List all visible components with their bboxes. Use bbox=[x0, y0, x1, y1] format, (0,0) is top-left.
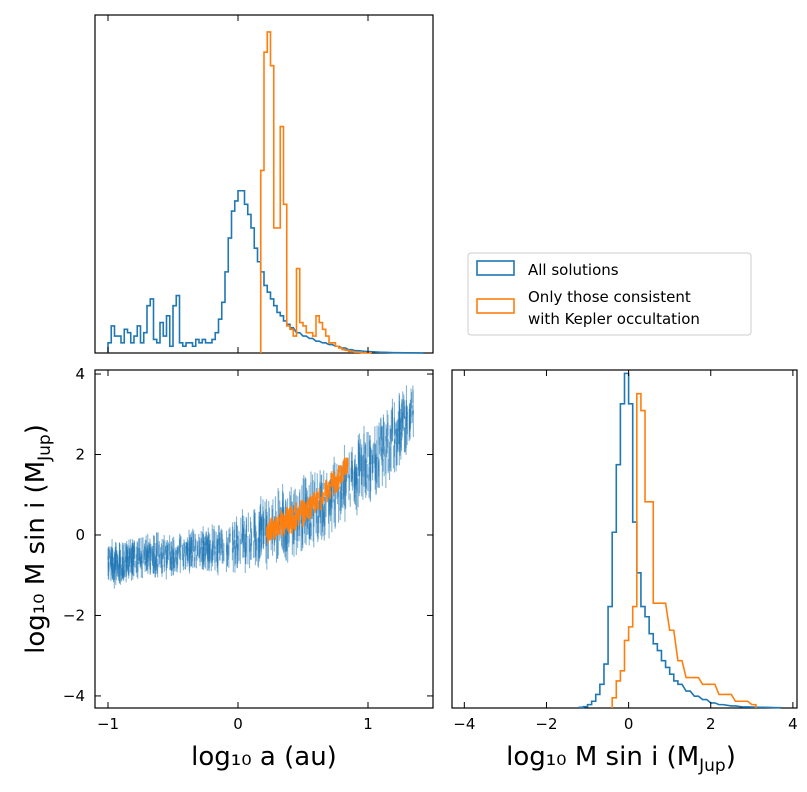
histogram-log-a-all-solutions bbox=[107, 189, 425, 354]
scatter-ticks: −1 0 1 −4 −2 0 2 4 bbox=[63, 365, 433, 733]
legend-kepler-swatch bbox=[476, 298, 515, 314]
legend-frame bbox=[467, 252, 752, 336]
histogram-log-a-panel bbox=[94, 14, 434, 354]
y-tick-label: −2 bbox=[63, 606, 85, 624]
x-tick-label: −1 bbox=[97, 715, 119, 733]
scatter-panel: −1 0 1 −4 −2 0 2 4 log₁₀ a (au) log₁₀ M sin i (… bbox=[21, 365, 434, 772]
legend-all-label: All solutions bbox=[528, 261, 619, 279]
histogram-log-a-frame bbox=[94, 14, 434, 354]
legend-all-swatch bbox=[476, 260, 515, 276]
histogram-msini-all-solutions bbox=[578, 372, 782, 709]
x-tick-label: −2 bbox=[535, 715, 557, 733]
x-axis-label-log-a: log₁₀ a (au) bbox=[191, 742, 337, 772]
histogram-msini-frame bbox=[451, 369, 798, 709]
histogram-log-a-kepler bbox=[259, 31, 373, 354]
histogram-log-a-ticks bbox=[107, 15, 369, 353]
y-tick-label: 4 bbox=[75, 365, 85, 383]
histogram-log-a-series bbox=[107, 31, 425, 354]
x-tick-label: 0 bbox=[624, 715, 634, 733]
x-tick-label: −4 bbox=[453, 715, 475, 733]
scatter-kepler bbox=[265, 457, 349, 544]
y-tick-label: 0 bbox=[75, 526, 85, 544]
legend-kepler-label-line1: Only those consistent bbox=[528, 288, 691, 306]
x-tick-label: 0 bbox=[233, 715, 243, 733]
x-tick-label: 2 bbox=[706, 715, 716, 733]
histogram-msini-series bbox=[578, 372, 782, 709]
histogram-msini-kepler bbox=[611, 392, 757, 708]
x-tick-label: 1 bbox=[363, 715, 373, 733]
legend: All solutions Only those consistent with… bbox=[467, 252, 752, 336]
x-axis-label-msini: log₁₀ M sin i (MJup) bbox=[506, 742, 736, 776]
histogram-msini-panel: −4 −2 0 2 4 log₁₀ M sin i (MJup) bbox=[451, 369, 798, 776]
scatter-all-solutions bbox=[107, 385, 414, 589]
y-axis-label-msini: log₁₀ M sin i (MJup) bbox=[21, 424, 55, 654]
y-tick-label: −4 bbox=[63, 687, 85, 705]
y-tick-label: 2 bbox=[75, 446, 85, 464]
histogram-msini-ticks: −4 −2 0 2 4 bbox=[453, 370, 798, 733]
scatter-points bbox=[107, 385, 414, 589]
scatter-frame bbox=[94, 369, 434, 709]
x-tick-label: 4 bbox=[788, 715, 798, 733]
legend-kepler-label-line2: with Kepler occultation bbox=[528, 310, 700, 328]
